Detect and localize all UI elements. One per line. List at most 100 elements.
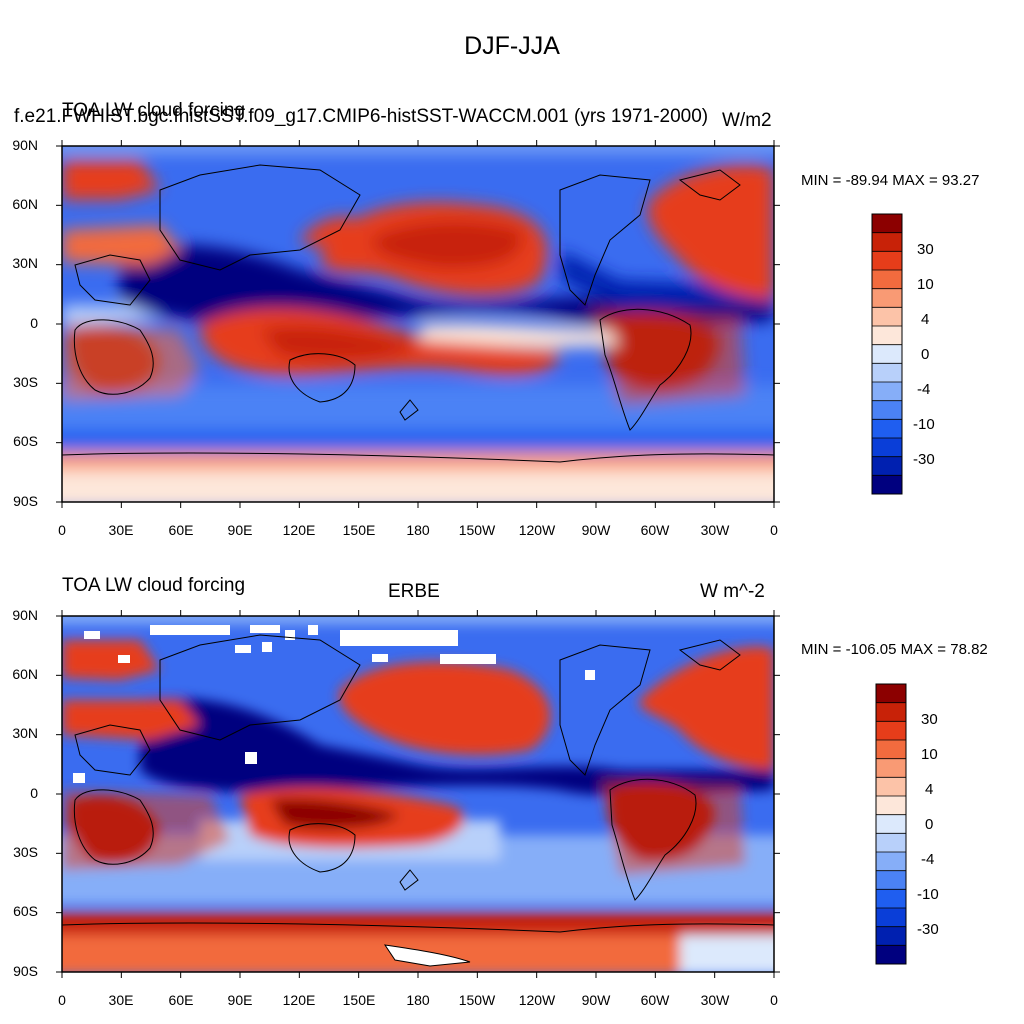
panel2-lat-label: 30S <box>13 844 38 860</box>
panel1-lat-label: 60S <box>13 433 38 449</box>
panel2-colorbar-segment <box>876 852 906 872</box>
panel2-cb-label: -10 <box>917 886 939 903</box>
panel1-min-max: MIN = -89.94 MAX = 93.27 <box>801 172 980 189</box>
panel2-min-max: MIN = -106.05 MAX = 78.82 <box>801 641 988 658</box>
panel2-cb-label: -30 <box>917 921 939 938</box>
panel2-cb-label: -4 <box>921 851 935 868</box>
panel1-lon-label: 30W <box>700 522 730 538</box>
panel1-lat-label: 30S <box>13 374 38 390</box>
panel1-cb-label: 10 <box>917 276 934 293</box>
panel1-lon-label: 60E <box>168 522 194 538</box>
panel2-lat-label: 90S <box>13 963 38 979</box>
panel2-colorbar-segment <box>876 777 906 797</box>
panel1-cb-label: 30 <box>917 241 934 258</box>
panel2-ticks <box>56 610 780 978</box>
panel1-lon-label: 90E <box>227 522 253 538</box>
panel1-lon-label: 120W <box>518 522 556 538</box>
panel1-colorbar-segment <box>872 475 902 495</box>
panel2-colorbar-segment <box>876 908 906 928</box>
panel1-colorbar-segment <box>872 456 902 476</box>
panel1-colorbar-segment <box>872 288 902 308</box>
panel1-lon-label: 30E <box>108 522 134 538</box>
panel2-colorbar-segment <box>876 814 906 834</box>
panel1-lon-label: 0 <box>770 522 778 538</box>
panel1-cb-label: 0 <box>921 346 930 363</box>
panel1-lon-label: 150E <box>342 522 376 538</box>
panel1-lon-label: 90W <box>581 522 611 538</box>
panel2-colorbar-segment <box>876 926 906 946</box>
panel1-colorbar-segment <box>872 344 902 364</box>
panel2-colorbar-segment <box>876 721 906 741</box>
panel2-colorbar-segment <box>876 870 906 890</box>
panel2-lat-label: 90N <box>12 607 38 623</box>
panel2-colorbar-segment <box>876 796 906 816</box>
panel1-cb-label: -4 <box>917 381 931 398</box>
panel2-lon-label: 0 <box>58 992 66 1008</box>
panel2-lon-label: 150E <box>342 992 376 1008</box>
panel1-colorbar-segment <box>872 232 902 252</box>
panel2-lon-label: 60E <box>168 992 194 1008</box>
panel1-colorbar-segment <box>872 270 902 290</box>
panel1-title-right: W/m2 <box>722 110 772 131</box>
panel1-cb-label: -10 <box>913 416 935 433</box>
figure-title: DJF-JJA <box>464 32 560 60</box>
panel1-lon-label: 180 <box>406 522 430 538</box>
panel1-cb-label: -30 <box>913 451 935 468</box>
panel2-lat-label: 30N <box>12 725 38 741</box>
panel1-coastlines <box>62 164 774 463</box>
panel1-ticks <box>56 140 780 508</box>
panel2-colorbar-segment <box>876 833 906 853</box>
panel1-colorbar-segment <box>872 307 902 327</box>
panel2-colorbar-segment <box>876 702 906 722</box>
panel1-lon-label: 60W <box>640 522 670 538</box>
panel1-lon-label: 0 <box>58 522 66 538</box>
panel2-lon-label: 180 <box>406 992 430 1008</box>
panel1-title-left: TOA LW cloud forcing <box>62 100 246 121</box>
panel2-lon-label: 60W <box>640 992 670 1008</box>
panel2-coastlines <box>62 634 774 967</box>
panel2-lon-label: 0 <box>770 992 778 1008</box>
panel1-colorbar-segment <box>872 400 902 420</box>
panel1-colorbar-segment <box>872 419 902 439</box>
panel1-lat-label: 30N <box>12 255 38 271</box>
panel2-colorbar-frame <box>875 683 907 965</box>
panel2-colorbar-segment <box>876 684 906 704</box>
panel2-title-left: TOA LW cloud forcing <box>62 575 246 596</box>
panel2-cb-label: 0 <box>925 816 934 833</box>
panel1-field-base <box>62 146 774 502</box>
panel2-lon-label: 90W <box>581 992 611 1008</box>
panel1-colorbar-segment <box>872 326 902 346</box>
panel2-colorbar-segment <box>876 740 906 760</box>
panel2-lon-label: 90E <box>227 992 253 1008</box>
panel1-colorbar-segment <box>872 438 902 458</box>
panel2-cb-label: 4 <box>925 781 934 798</box>
panel2-lon-label: 120W <box>518 992 556 1008</box>
panel1-colorbar-segment <box>872 214 902 234</box>
panel2-colorbar-segment <box>876 758 906 778</box>
panel2-lat-label: 60N <box>12 666 38 682</box>
panel1-colorbar-segment <box>872 251 902 271</box>
panel2-cb-label: 30 <box>921 711 938 728</box>
panel1-lat-label: 0 <box>30 315 38 331</box>
panel1-colorbar-segment <box>872 382 902 402</box>
panel2-lat-label: 60S <box>13 903 38 919</box>
panel1-lon-label: 120E <box>282 522 316 538</box>
panel2-lon-label: 150W <box>458 992 496 1008</box>
panel2-field-base <box>62 616 774 972</box>
panel2-cb-label: 10 <box>921 746 938 763</box>
panel2-colorbar-segment <box>876 889 906 909</box>
panel2-lat-label: 0 <box>30 785 38 801</box>
panel1-frame <box>61 145 775 503</box>
panel1-lat-label: 90S <box>13 493 38 509</box>
panel2-title-right: W m^-2 <box>700 581 765 602</box>
panel1-lon-label: 150W <box>458 522 496 538</box>
panel1-title-overlay: f.e21.FWHIST.bgc.fhistSST.f09_g17.CMIP6-… <box>14 106 709 127</box>
panel2-lon-label: 120E <box>282 992 316 1008</box>
panel2-title-center: ERBE <box>388 581 440 602</box>
panel2-missing-data <box>73 625 595 966</box>
panel1-colorbar-frame <box>871 213 903 495</box>
